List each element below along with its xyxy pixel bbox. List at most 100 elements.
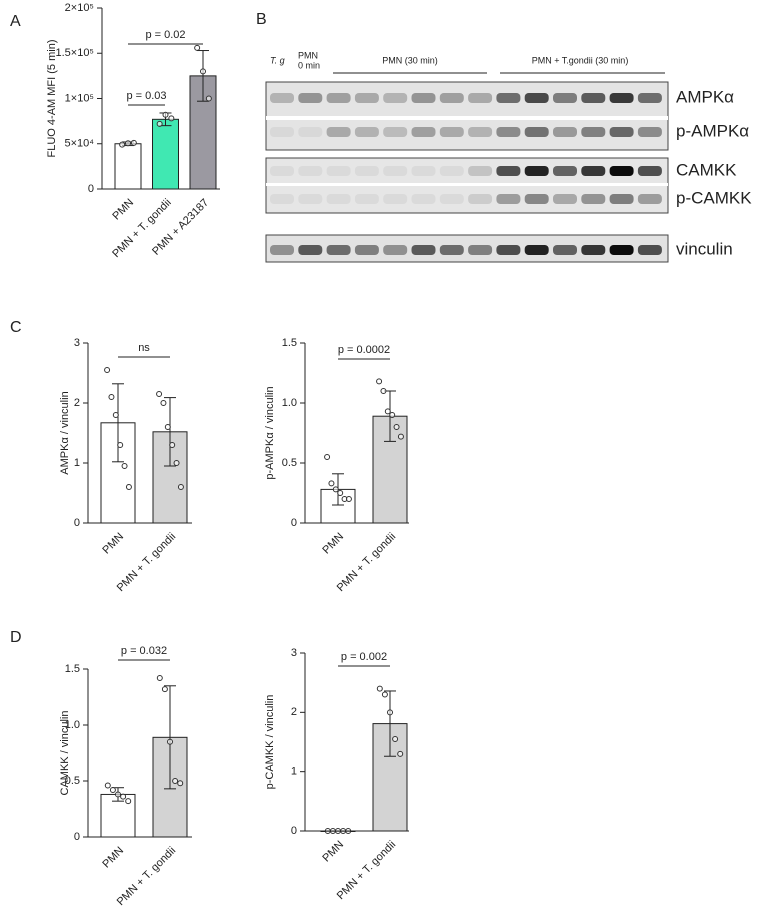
y-tick-label: 1.5 <box>65 663 80 675</box>
data-point <box>109 786 116 793</box>
data-point <box>392 736 399 743</box>
y-tick-label: 5×10⁴ <box>64 138 94 150</box>
data-point <box>164 424 171 430</box>
y-axis-label: p-AMPKα / vinculin <box>264 386 276 479</box>
y-tick-label: 2 <box>291 706 297 718</box>
y-tick-label: 0 <box>291 825 297 837</box>
data-point <box>337 490 344 496</box>
y-tick-label: 1.5 <box>282 337 297 349</box>
data-point <box>393 424 400 430</box>
y-tick-label: 2 <box>74 397 80 409</box>
data-point <box>332 486 339 493</box>
band <box>270 194 294 204</box>
y-tick-label: 1.0 <box>65 719 80 731</box>
data-point <box>120 793 127 800</box>
significance-label: p = 0.02 <box>145 29 185 41</box>
lane-label: T. g <box>270 55 285 65</box>
y-tick-label: 0 <box>74 831 80 843</box>
band <box>581 127 606 137</box>
y-axis-label: AMPKα / vinculin <box>59 391 71 474</box>
band <box>298 127 323 137</box>
band <box>411 127 436 137</box>
error-bar <box>164 397 176 467</box>
panel-letter: B <box>256 11 267 28</box>
band <box>411 93 436 103</box>
band <box>383 127 408 137</box>
blot-gap <box>266 183 668 186</box>
band <box>354 93 379 103</box>
x-tick-label: PMN <box>100 531 126 557</box>
band <box>298 93 323 103</box>
data-point <box>172 778 179 784</box>
data-point <box>324 454 331 460</box>
row-label: p-AMPKα <box>676 121 749 140</box>
band <box>298 166 323 176</box>
band <box>524 245 549 255</box>
band <box>411 166 436 176</box>
significance-label: p = 0.03 <box>126 90 166 102</box>
data-point <box>121 463 128 469</box>
error-bar <box>164 685 176 790</box>
data-point <box>160 400 167 406</box>
data-point <box>328 480 335 487</box>
data-point <box>162 111 169 118</box>
y-tick-label: 1.0 <box>282 397 297 409</box>
band <box>439 127 464 137</box>
band <box>270 245 294 255</box>
group-label: PMN (30 min) <box>382 55 438 65</box>
band <box>326 127 351 137</box>
band <box>581 93 606 103</box>
data-point <box>168 115 175 122</box>
band <box>298 194 323 204</box>
band <box>270 166 294 176</box>
data-point <box>156 674 163 681</box>
blot-gap <box>266 116 668 120</box>
band <box>439 245 464 255</box>
band <box>411 245 436 255</box>
band <box>553 245 577 255</box>
band <box>354 194 379 204</box>
data-point <box>397 433 404 440</box>
y-tick-label: 0 <box>88 183 94 195</box>
band <box>496 166 521 176</box>
group-label: PMN + T.gondii (30 min) <box>532 55 629 65</box>
band <box>270 93 294 103</box>
x-tick-label: PMN <box>110 197 136 223</box>
y-tick-label: 1×10⁵ <box>65 92 94 104</box>
error-bar <box>197 50 209 102</box>
band <box>609 166 634 176</box>
data-point <box>380 388 387 394</box>
band <box>411 194 436 204</box>
band <box>524 194 549 204</box>
band <box>524 127 549 137</box>
band <box>524 93 549 103</box>
band <box>609 93 634 103</box>
band <box>326 93 351 103</box>
data-point <box>384 408 391 415</box>
band <box>496 127 521 137</box>
data-point <box>173 460 180 466</box>
panel-letter: A <box>10 13 21 30</box>
data-point <box>108 394 115 400</box>
data-point <box>130 139 137 146</box>
band <box>354 245 379 255</box>
band <box>383 194 408 204</box>
blot: T. g PMN 0 min PMN (30 min) PMN + T.gond… <box>265 50 752 263</box>
data-point <box>376 378 383 385</box>
band <box>581 245 606 255</box>
row-label: p-CAMKK <box>676 188 752 207</box>
significance-label: ns <box>138 342 150 354</box>
panel-letter: D <box>10 629 22 646</box>
y-tick-label: 1 <box>74 457 80 469</box>
data-point <box>156 391 163 397</box>
band <box>383 93 408 103</box>
lane-label: PMN <box>298 50 318 60</box>
data-point <box>345 496 352 502</box>
band <box>439 194 464 204</box>
band <box>496 194 521 204</box>
band <box>383 166 408 176</box>
data-point <box>177 484 184 490</box>
y-tick-label: 0 <box>291 517 297 529</box>
